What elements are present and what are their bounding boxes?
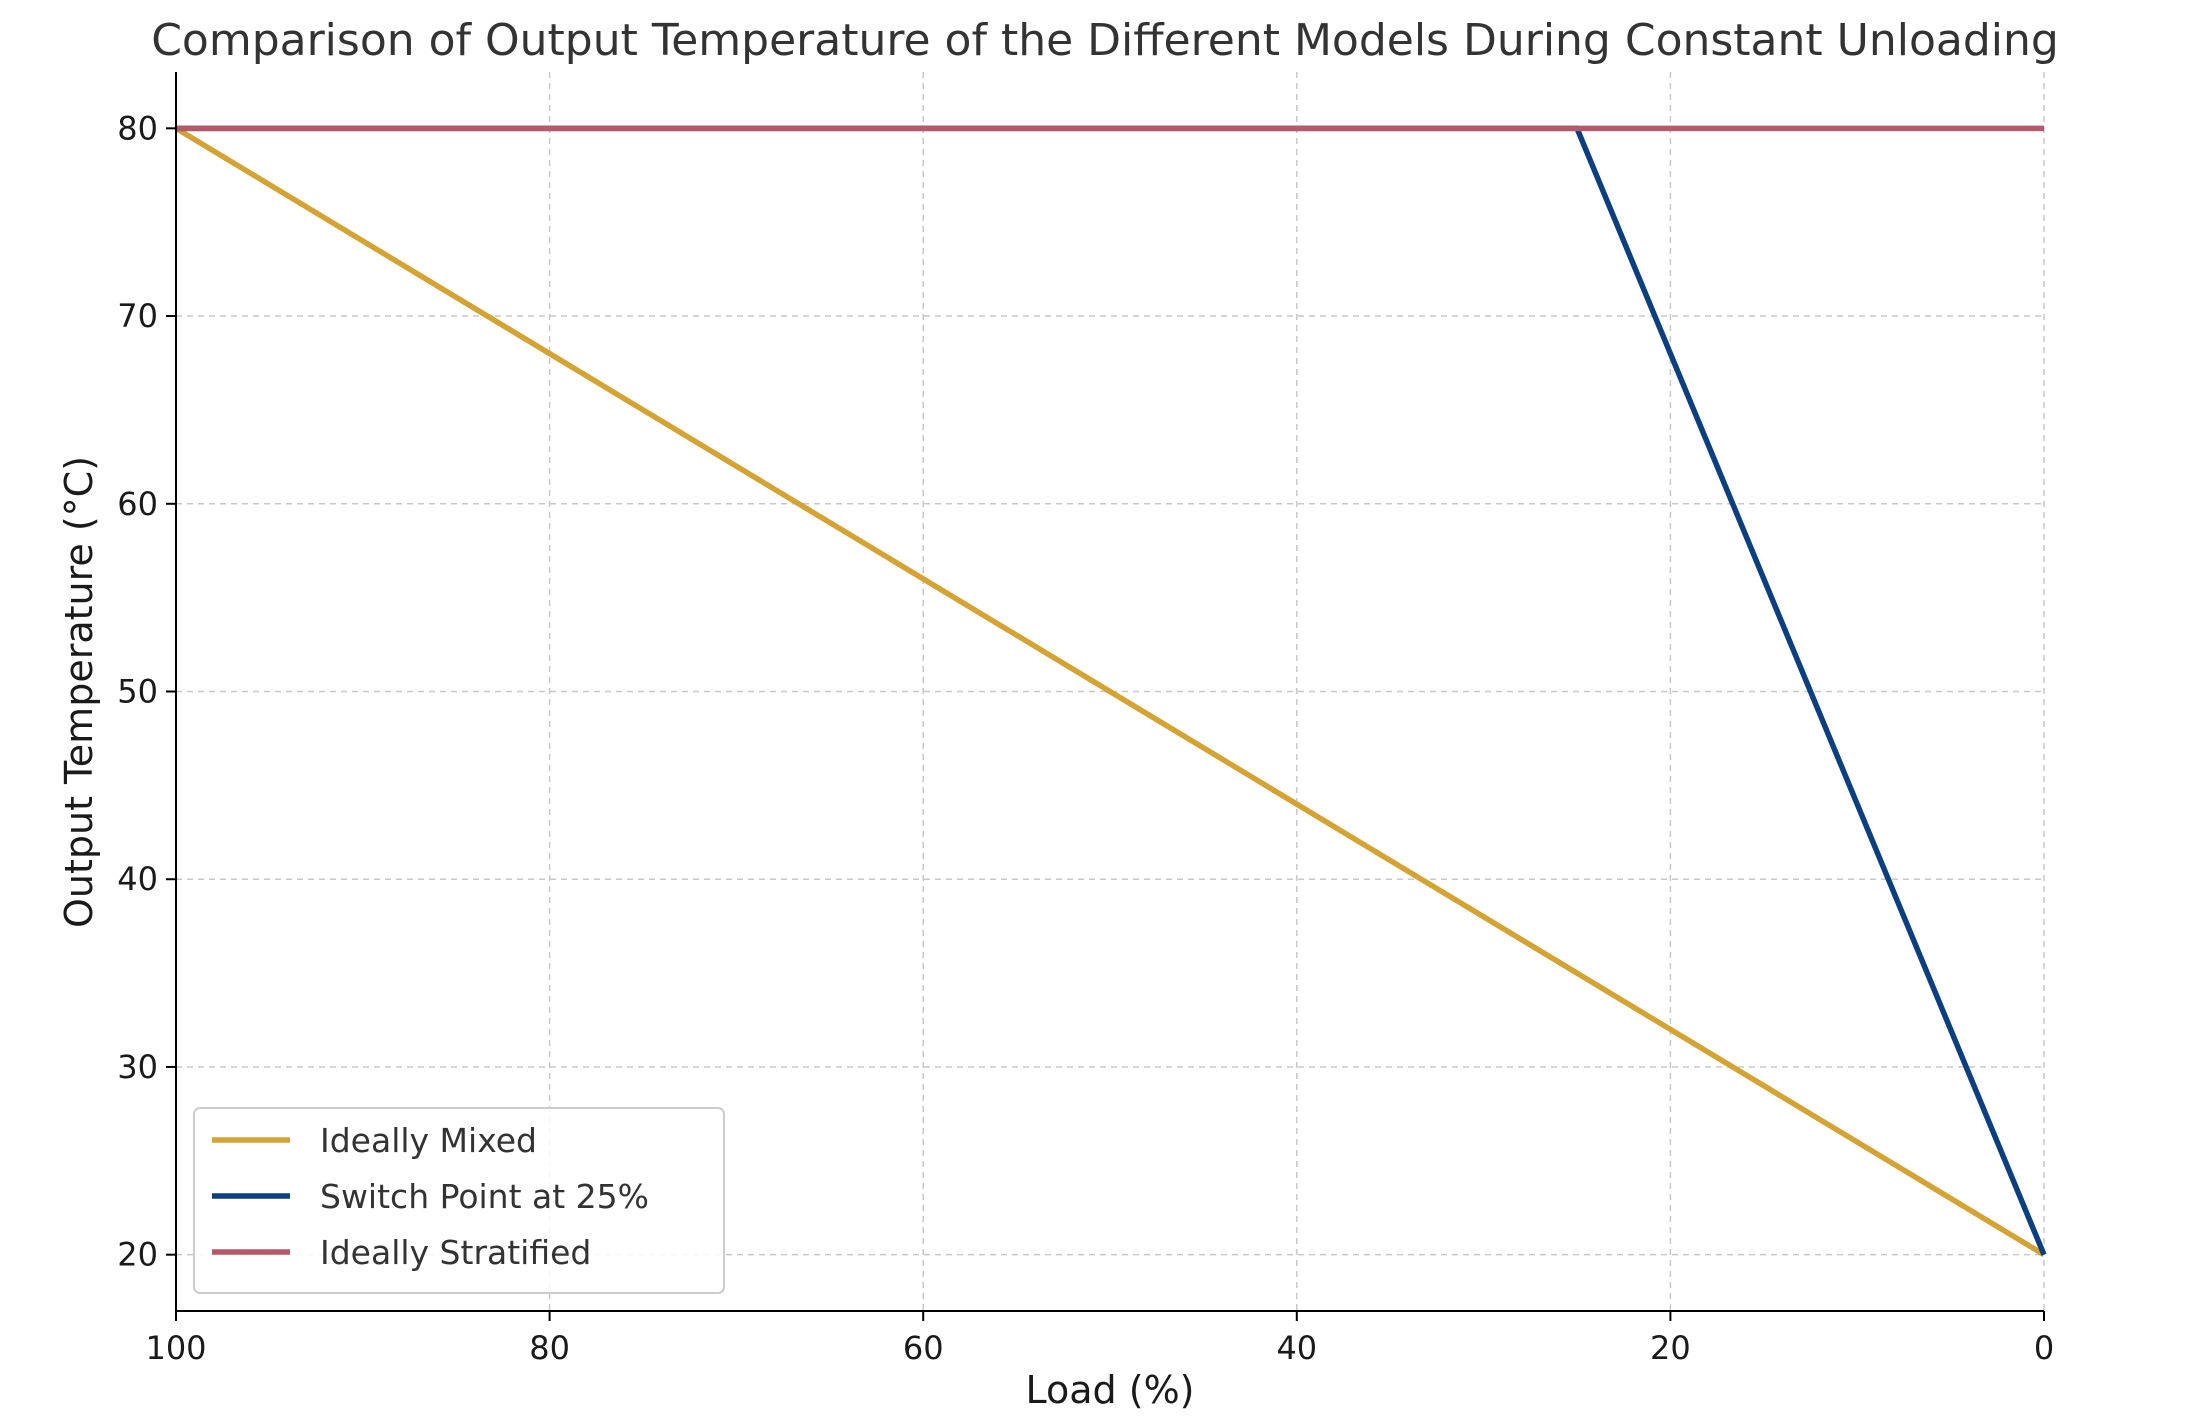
legend-box bbox=[193, 1107, 725, 1294]
y-axis-label: Output Temperature (°C) bbox=[57, 456, 101, 928]
y-tick-label: 30 bbox=[117, 1048, 158, 1086]
y-tick-label: 50 bbox=[117, 673, 158, 711]
x-tick-label: 60 bbox=[903, 1329, 944, 1367]
y-tick-label: 70 bbox=[117, 297, 158, 335]
x-axis-label: Load (%) bbox=[1026, 1368, 1195, 1412]
x-tick-label: 100 bbox=[145, 1329, 206, 1367]
legend-label-1: Ideally Mixed bbox=[320, 1121, 537, 1160]
ticks: 100 80 60 40 20 0 20 30 40 50 60 70 80 bbox=[117, 109, 2054, 1367]
x-tick-label: 0 bbox=[2034, 1329, 2054, 1367]
legend-label-2: Switch Point at 25% bbox=[320, 1177, 649, 1216]
series-layer bbox=[174, 125, 2047, 1258]
y-tick-label: 60 bbox=[117, 485, 158, 523]
y-tick-label: 20 bbox=[117, 1236, 158, 1274]
legend: Ideally Mixed Switch Point at 25% Ideally … bbox=[193, 1107, 725, 1294]
x-tick-label: 80 bbox=[529, 1329, 570, 1367]
series-line-1 bbox=[174, 125, 2046, 1258]
x-tick-label: 40 bbox=[1276, 1329, 1317, 1367]
y-tick-label: 80 bbox=[117, 109, 158, 147]
legend-label-3: Ideally Stratified bbox=[320, 1233, 591, 1272]
y-tick-label: 40 bbox=[117, 860, 158, 898]
x-tick-label: 20 bbox=[1650, 1329, 1691, 1367]
chart-title: Comparison of Output Temperature of the … bbox=[151, 15, 2059, 66]
